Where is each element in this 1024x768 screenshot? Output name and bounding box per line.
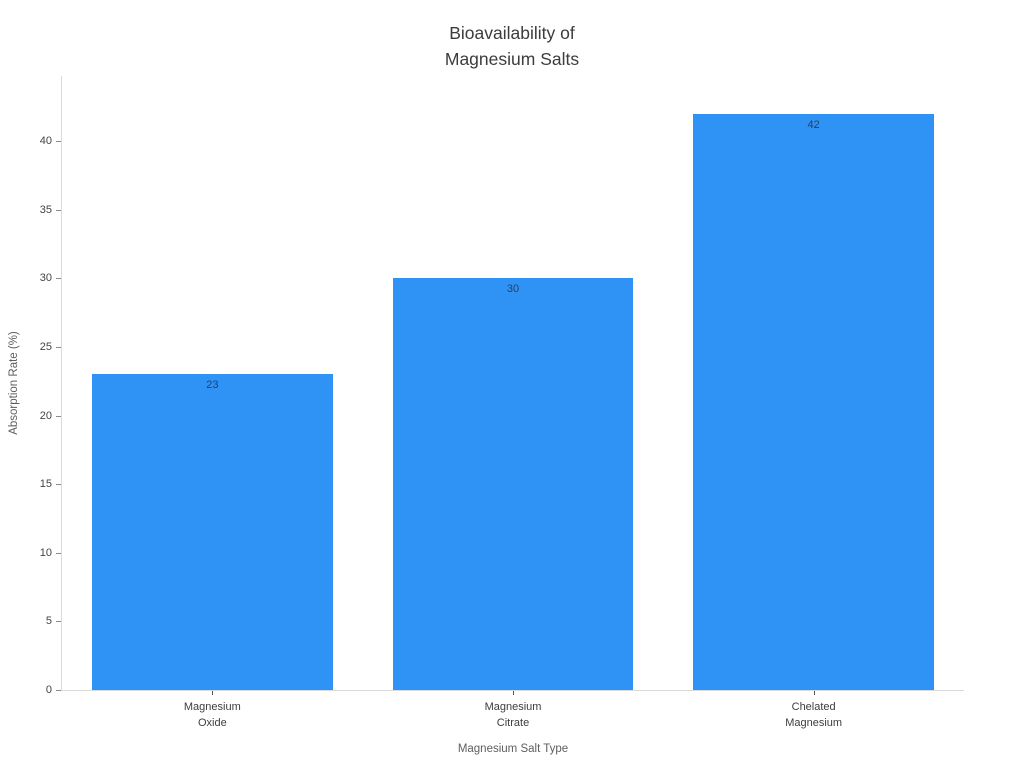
bar-value-label: 42 [807, 118, 820, 131]
x-tick-label: Magnesium Oxide [183, 701, 241, 729]
y-tick-mark [56, 346, 61, 348]
x-tick-label: Chelated Magnesium [785, 701, 843, 729]
y-tick-mark [56, 141, 61, 143]
y-tick-label: 40 [39, 135, 52, 148]
y-axis-title: Absorption Rate (%) [8, 331, 20, 435]
y-tick-label: 15 [39, 478, 52, 491]
y-tick-label: 25 [39, 340, 52, 353]
y-tick-label: 20 [39, 409, 52, 422]
y-tick-mark [56, 552, 61, 554]
y-tick-label: 30 [39, 272, 52, 285]
x-axis-spine [61, 690, 964, 691]
bar-value-label: 30 [506, 283, 520, 296]
y-tick-mark [56, 690, 61, 691]
y-tick-label: 5 [45, 615, 52, 628]
y-tick-mark [56, 484, 61, 486]
bar [92, 374, 333, 690]
x-tick-label: Magnesium Citrate [484, 701, 542, 729]
y-tick-mark [56, 278, 61, 280]
y-tick-mark [56, 415, 61, 417]
chart-title: Bioavailability of Magnesium Salts [444, 23, 580, 69]
x-tick-mark [813, 691, 815, 695]
x-tick-mark [513, 691, 514, 695]
y-tick-label: 0 [45, 684, 52, 696]
y-tick-mark [56, 209, 61, 211]
x-axis-title: Magnesium Salt Type [457, 743, 569, 755]
y-tick-label: 35 [39, 203, 52, 216]
x-tick-mark [212, 691, 214, 695]
bar [693, 113, 934, 690]
y-axis-spine [61, 76, 62, 690]
y-tick-mark [56, 621, 61, 623]
bar [392, 278, 634, 690]
bar-value-label: 23 [206, 379, 219, 392]
y-tick-label: 10 [39, 546, 52, 559]
